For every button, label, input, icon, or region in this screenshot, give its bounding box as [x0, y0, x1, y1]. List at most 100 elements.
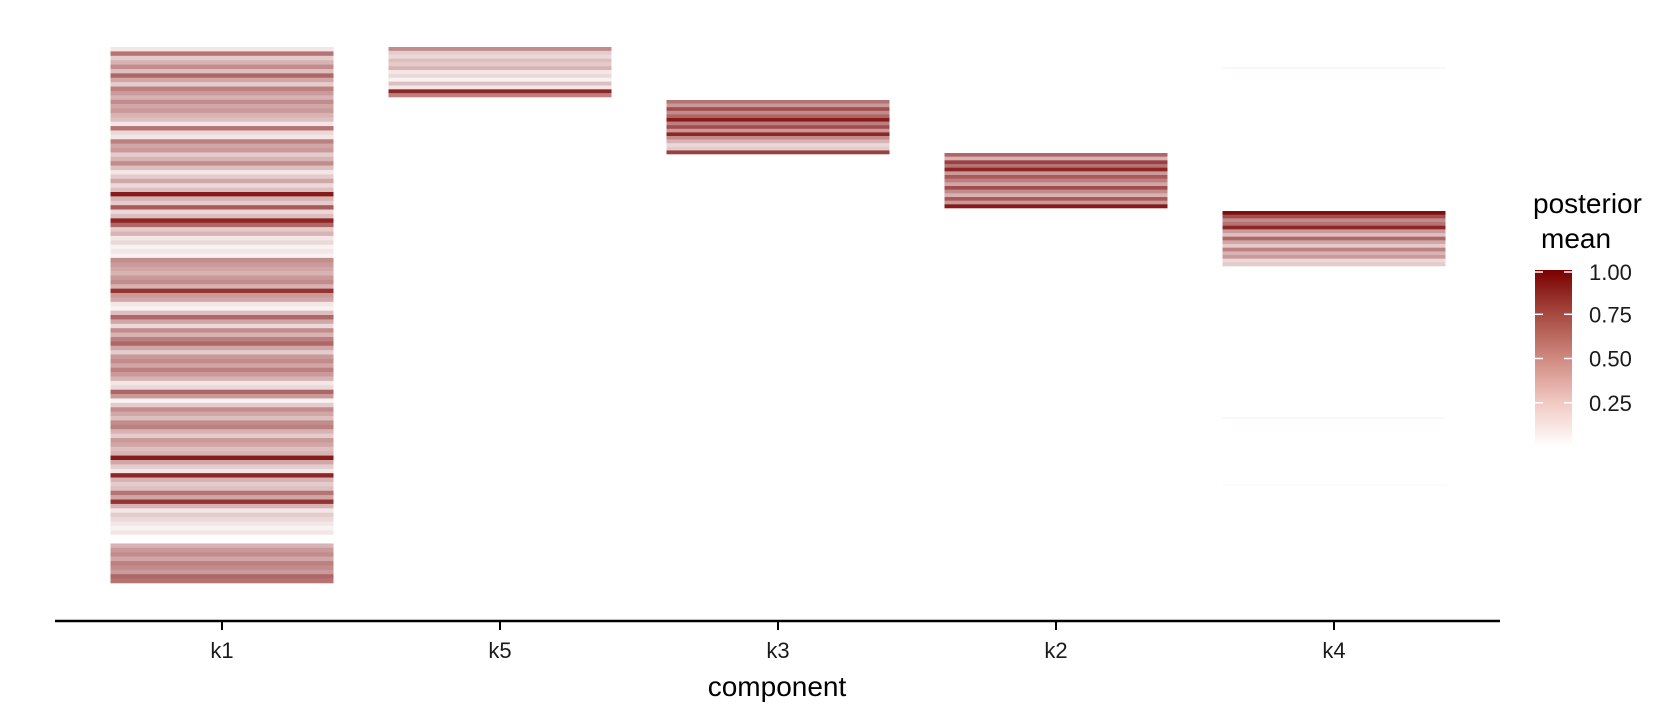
x-axis-title: component: [708, 671, 847, 702]
heatmap-cell-k1-22: [110, 143, 334, 149]
heatmap-cell-k1-93: [110, 455, 334, 461]
heatmap-cell-k2-11: [944, 193, 1168, 198]
x-axis-ticks: k1 k5 k3 k2 k4: [210, 621, 1346, 663]
heatmap-cell-k4-11: [1222, 251, 1446, 256]
heatmap-cell-k1-9: [110, 86, 334, 92]
heatmap-cell-k4-12: [1222, 255, 1446, 259]
heatmap-cell-k4-2: [1222, 218, 1446, 223]
heatmap-cell-k4-5: [1222, 229, 1446, 234]
heatmap-cell-k1-91: [110, 446, 334, 452]
heatmap-cell-k1-28: [110, 170, 334, 175]
heatmap-cell-k1-83: [110, 411, 334, 417]
heatmap-cell-k5-12: [388, 93, 612, 98]
heatmap-cell-k1-69: [110, 350, 334, 355]
heatmap-cell-k1-52: [110, 275, 334, 281]
heatmap-cell-k1-114: [110, 547, 334, 553]
heatmap-cell-k1-82: [110, 407, 334, 412]
heatmap-cell-k1-110: [110, 530, 334, 535]
heatmap-cell-k1-108: [110, 521, 334, 527]
heatmap-cell-k1-59: [110, 306, 334, 311]
heatmap-cell-k1-23: [110, 148, 334, 153]
heatmap-cell-k1-64: [110, 328, 334, 333]
legend-tick-label-1: 0.75: [1589, 302, 1632, 327]
heatmap-cell-k1-94: [110, 459, 334, 465]
heatmap-cell-k1-18: [110, 126, 334, 131]
heatmap-cell-k2-7: [944, 178, 1168, 183]
x-tick-label-k2: k2: [1044, 638, 1067, 663]
heatmap-cell-k1-68: [110, 345, 334, 351]
heatmap-cell-k1-12: [110, 99, 334, 105]
heatmap-cell-k1-40: [110, 222, 334, 228]
heatmap-cell-k1-44: [110, 240, 334, 245]
heatmap-cell-k2-14: [944, 204, 1168, 209]
heatmap-cell-k1-11: [110, 95, 334, 101]
heatmap-cell-k1-0: [110, 47, 334, 52]
heatmap-cell-k1-20: [110, 134, 334, 140]
heatmap-cell-k1-39: [110, 218, 334, 224]
heatmap-cell-k1-87: [110, 429, 334, 434]
heatmap-cell-k3-3: [666, 110, 890, 115]
heatmap-cell-k1-79: [110, 394, 334, 399]
heatmap-cell-k4-9: [1222, 244, 1446, 248]
heatmap-cell-k5-5: [388, 66, 612, 71]
heatmap-cell-k2-3: [944, 164, 1168, 168]
heatmap-cell-k1-96: [110, 468, 334, 474]
heatmap-cell-k1-78: [110, 389, 334, 395]
heatmap-cell-k5-4: [388, 62, 612, 67]
heatmap-cell-k1-99: [110, 481, 334, 487]
heatmap-cell-k1-55: [110, 288, 334, 294]
heatmap-cell-k4-1: [1222, 214, 1446, 219]
heatmap-cell-k1-37: [110, 209, 334, 215]
faint-mark-k4-2: [1222, 484, 1446, 486]
heatmap-cell-k5-3: [388, 58, 612, 63]
heatmap-cell-k1-2: [110, 55, 334, 61]
faint-mark-k4-0: [1222, 67, 1446, 69]
heatmap-cell-k2-5: [944, 171, 1168, 176]
heatmap-cell-k1-48: [110, 257, 334, 263]
heatmap-cell-k1-14: [110, 108, 334, 114]
heatmap-cell-k4-13: [1222, 258, 1446, 263]
x-tick-label-k4: k4: [1322, 638, 1345, 663]
heatmap-cell-k5-2: [388, 54, 612, 59]
x-tick-label-k1: k1: [210, 638, 233, 663]
heatmap-cell-k1-47: [110, 253, 334, 259]
heatmap-cell-k3-4: [666, 114, 890, 119]
heatmap-cell-k1-7: [110, 77, 334, 83]
heatmap-cell-k5-6: [388, 70, 612, 75]
heatmap-cell-k1-41: [110, 227, 334, 232]
heatmap-cell-k3-8: [666, 128, 890, 133]
heatmap-cell-k1-6: [110, 73, 334, 79]
heatmap-cell-k1-29: [110, 174, 334, 180]
heatmap-cell-k3-10: [666, 136, 890, 140]
heatmap-cell-k3-13: [666, 146, 890, 151]
heatmap-cell-k1-121: [110, 578, 334, 584]
heatmap-cell-k1-72: [110, 363, 334, 369]
heatmap-cell-k1-97: [110, 473, 334, 478]
heatmap-cell-k1-27: [110, 165, 334, 171]
heatmap-cell-k4-8: [1222, 240, 1446, 245]
heatmap-cell-k1-24: [110, 152, 334, 158]
heatmap-cell-k1-66: [110, 336, 334, 342]
heatmap-cell-k1-56: [110, 293, 334, 298]
heatmap-cell-k5-8: [388, 77, 612, 82]
heatmap-cell-k1-70: [110, 354, 334, 360]
heatmap-cell-k1-26: [110, 161, 334, 166]
heatmap-cell-k3-9: [666, 132, 890, 137]
heatmap-cell-k4-4: [1222, 225, 1446, 230]
heatmap-cell-k1-13: [110, 104, 334, 109]
heatmap-cell-k2-0: [944, 153, 1168, 157]
heatmap-cell-k1-53: [110, 279, 334, 285]
heatmap-cell-k5-11: [388, 89, 612, 94]
heatmap-cell-k1-50: [110, 266, 334, 272]
heatmap-cell-k1-61: [110, 315, 334, 320]
heatmap-cell-k1-76: [110, 380, 334, 386]
heatmap-cell-k5-7: [388, 73, 612, 79]
heatmap-cell-k3-0: [666, 100, 890, 104]
x-tick-label-k3: k3: [766, 638, 789, 663]
heatmap-cell-k5-1: [388, 50, 612, 55]
heatmap-cell-k4-7: [1222, 236, 1446, 241]
heatmap-cell-k4-6: [1222, 233, 1446, 237]
heatmap-cell-k1-49: [110, 262, 334, 267]
heatmap-cell-k1-36: [110, 205, 334, 210]
